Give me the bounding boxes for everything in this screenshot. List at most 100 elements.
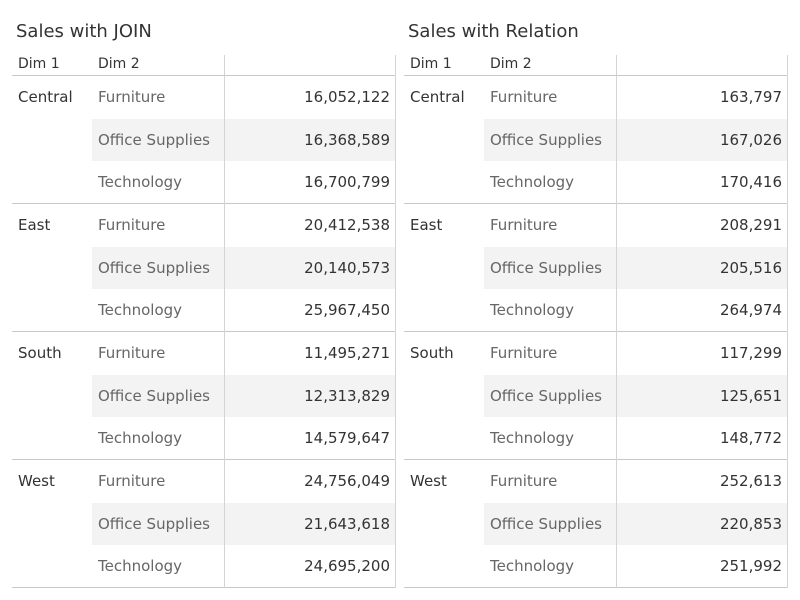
table-group: Central Furniture 16,052,122 Office Supplie… <box>12 76 396 204</box>
dim1-cell[interactable]: West <box>410 472 447 490</box>
dim2-cell: Furniture <box>98 88 166 106</box>
table-group: South Furniture 117,299 Office Supplies 125,… <box>404 332 788 460</box>
relation-dim2-header[interactable]: Dim 2 <box>490 56 532 72</box>
dim2-cell: Technology <box>490 301 575 320</box>
value-cell: 220,853 <box>719 514 782 533</box>
value-cell: 252,613 <box>719 472 782 490</box>
dim2-cell: Furniture <box>490 216 558 234</box>
dim2-cell: Furniture <box>98 472 166 490</box>
dim1-cell[interactable]: Central <box>18 88 73 106</box>
join-header-line <box>12 75 396 76</box>
table-row[interactable]: Technology 251,992 <box>484 545 788 587</box>
dim1-cell[interactable]: South <box>18 344 62 362</box>
value-cell: 25,967,450 <box>304 301 390 320</box>
table-row[interactable]: Technology 16,700,799 <box>92 161 396 203</box>
value-cell: 167,026 <box>719 130 782 149</box>
join-header-divider <box>224 55 225 76</box>
table-row[interactable]: Technology 264,974 <box>484 289 788 331</box>
relation-dim1-header[interactable]: Dim 1 <box>410 56 452 72</box>
dim2-cell: Technology <box>98 429 183 448</box>
join-dim2-header[interactable]: Dim 2 <box>98 56 140 72</box>
table-row[interactable]: Office Supplies 167,026 <box>484 118 788 161</box>
dim2-cell: Office Supplies <box>490 258 603 277</box>
dim2-cell: Office Supplies <box>490 386 603 405</box>
table-row[interactable]: Furniture 208,291 <box>484 204 788 246</box>
table-row[interactable]: Furniture 163,797 <box>484 76 788 118</box>
value-cell: 208,291 <box>719 216 782 234</box>
value-cell: 148,772 <box>719 429 782 448</box>
value-cell: 125,651 <box>719 386 782 405</box>
table-row[interactable]: Furniture 24,756,049 <box>92 460 396 502</box>
join-right-border <box>395 55 396 588</box>
table-row[interactable]: Office Supplies 205,516 <box>484 246 788 289</box>
table-row[interactable]: Technology 25,967,450 <box>92 289 396 331</box>
dim2-cell: Furniture <box>490 88 558 106</box>
table-group: Central Furniture 163,797 Office Supplies 16… <box>404 76 788 204</box>
value-cell: 20,140,573 <box>304 258 390 277</box>
table-row[interactable]: Furniture 16,052,122 <box>92 76 396 118</box>
table-row[interactable]: Technology 24,695,200 <box>92 545 396 587</box>
relation-right-border <box>787 55 788 588</box>
relation-table-body: Central Furniture 163,797 Office Supplies 16… <box>404 76 788 588</box>
dim2-cell: Furniture <box>490 472 558 490</box>
relation-header-line <box>404 75 788 76</box>
relation-header-divider <box>616 55 617 76</box>
table-row[interactable]: Office Supplies 21,643,618 <box>92 502 396 545</box>
value-cell: 163,797 <box>719 88 782 106</box>
dim2-cell: Office Supplies <box>98 386 211 405</box>
value-cell: 14,579,647 <box>304 429 390 448</box>
table-row[interactable]: Office Supplies 16,368,589 <box>92 118 396 161</box>
table-group: South Furniture 11,495,271 Office Supplies 1… <box>12 332 396 460</box>
dim2-cell: Office Supplies <box>98 258 211 277</box>
value-cell: 16,700,799 <box>304 173 390 192</box>
relation-column-divider <box>616 76 617 588</box>
table-row[interactable]: Furniture 252,613 <box>484 460 788 502</box>
value-cell: 264,974 <box>719 301 782 320</box>
dim2-cell: Office Supplies <box>490 130 603 149</box>
value-cell: 170,416 <box>719 173 782 192</box>
value-cell: 117,299 <box>719 344 782 362</box>
value-cell: 21,643,618 <box>304 514 390 533</box>
table-row[interactable]: Office Supplies 12,313,829 <box>92 374 396 417</box>
table-row[interactable]: Technology 14,579,647 <box>92 417 396 459</box>
table-row[interactable]: Furniture 117,299 <box>484 332 788 374</box>
relation-table-title: Sales with Relation <box>408 21 579 42</box>
dim2-cell: Technology <box>490 429 575 448</box>
join-column-divider <box>224 76 225 588</box>
table-row[interactable]: Office Supplies 220,853 <box>484 502 788 545</box>
join-table-title: Sales with JOIN <box>16 21 152 42</box>
table-row[interactable]: Technology 170,416 <box>484 161 788 203</box>
join-dim1-header[interactable]: Dim 1 <box>18 56 60 72</box>
table-row[interactable]: Furniture 20,412,538 <box>92 204 396 246</box>
dim1-cell[interactable]: East <box>18 216 51 234</box>
value-cell: 251,992 <box>719 557 782 576</box>
value-cell: 24,695,200 <box>304 557 390 576</box>
table-row[interactable]: Office Supplies 20,140,573 <box>92 246 396 289</box>
dim2-cell: Office Supplies <box>98 130 211 149</box>
dim1-cell[interactable]: West <box>18 472 55 490</box>
dim2-cell: Office Supplies <box>490 514 603 533</box>
dim2-cell: Furniture <box>98 344 166 362</box>
dim2-cell: Furniture <box>490 344 558 362</box>
value-cell: 16,052,122 <box>304 88 390 106</box>
table-group: West Furniture 252,613 Office Supplies 220,8… <box>404 460 788 588</box>
dim1-cell[interactable]: East <box>410 216 443 234</box>
dim1-cell[interactable]: South <box>410 344 454 362</box>
dim1-cell[interactable]: Central <box>410 88 465 106</box>
table-row[interactable]: Furniture 11,495,271 <box>92 332 396 374</box>
table-group: West Furniture 24,756,049 Office Supplies 21… <box>12 460 396 588</box>
value-cell: 24,756,049 <box>304 472 390 490</box>
value-cell: 12,313,829 <box>304 386 390 405</box>
value-cell: 11,495,271 <box>304 344 390 362</box>
dim2-cell: Technology <box>98 301 183 320</box>
value-cell: 20,412,538 <box>304 216 390 234</box>
dim2-cell: Technology <box>490 173 575 192</box>
relation-table: Sales with Relation Dim 1 Dim 2 Central F… <box>404 0 788 600</box>
table-row[interactable]: Office Supplies 125,651 <box>484 374 788 417</box>
table-group: East Furniture 208,291 Office Supplies 205,5… <box>404 204 788 332</box>
value-cell: 205,516 <box>719 258 782 277</box>
dim2-cell: Technology <box>98 173 183 192</box>
join-table-body: Central Furniture 16,052,122 Office Supplie… <box>12 76 396 588</box>
table-row[interactable]: Technology 148,772 <box>484 417 788 459</box>
dim2-cell: Technology <box>98 557 183 576</box>
